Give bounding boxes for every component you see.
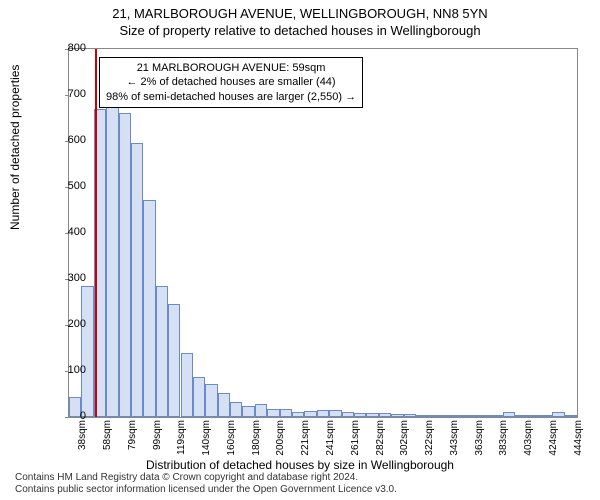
x-tick-label: 444sqm xyxy=(573,420,584,456)
chart-title-sub: Size of property relative to detached ho… xyxy=(0,21,600,38)
x-tick-label: 424sqm xyxy=(548,420,559,456)
y-tick-label: 700 xyxy=(56,88,86,100)
annotation-line: ← 2% of detached houses are smaller (44) xyxy=(106,75,356,89)
histogram-bar xyxy=(515,415,527,417)
histogram-bar xyxy=(131,143,143,417)
histogram-bar xyxy=(527,415,539,417)
histogram-bar xyxy=(465,415,477,417)
footer-line-2: Contains public sector information licen… xyxy=(15,484,397,496)
histogram-bar xyxy=(156,286,168,417)
histogram-bar xyxy=(193,377,205,417)
histogram-bar xyxy=(106,97,118,417)
histogram-bar xyxy=(329,410,341,417)
chart-plot-area: 21 MARLBOROUGH AVENUE: 59sqm← 2% of deta… xyxy=(68,48,578,418)
histogram-bar xyxy=(428,415,440,417)
histogram-bar xyxy=(379,413,391,417)
x-tick-label: 200sqm xyxy=(275,420,286,456)
histogram-bar xyxy=(391,414,403,417)
histogram-bar xyxy=(242,406,254,418)
y-tick-label: 300 xyxy=(56,272,86,284)
y-tick-label: 500 xyxy=(56,180,86,192)
x-tick-label: 282sqm xyxy=(375,420,386,456)
x-tick-label: 363sqm xyxy=(474,420,485,456)
histogram-bar xyxy=(354,413,366,417)
y-axis-label: Number of detached properties xyxy=(8,65,22,230)
x-tick-label: 38sqm xyxy=(77,420,88,450)
histogram-bar xyxy=(490,415,502,417)
chart-title-main: 21, MARLBOROUGH AVENUE, WELLINGBOROUGH, … xyxy=(0,0,600,21)
histogram-bar xyxy=(181,353,193,417)
histogram-bar xyxy=(478,415,490,417)
histogram-bar xyxy=(342,412,354,417)
histogram-bar xyxy=(552,412,564,417)
histogram-bar xyxy=(441,415,453,417)
footer-line-1: Contains HM Land Registry data © Crown c… xyxy=(15,472,397,484)
x-tick-label: 160sqm xyxy=(226,420,237,456)
histogram-bar xyxy=(416,415,428,417)
histogram-bar xyxy=(255,404,267,417)
x-tick-label: 403sqm xyxy=(523,420,534,456)
histogram-bar xyxy=(230,402,242,417)
x-tick-label: 383sqm xyxy=(498,420,509,456)
marker-line xyxy=(95,49,97,417)
histogram-bar xyxy=(453,415,465,417)
y-tick-label: 200 xyxy=(56,318,86,330)
histogram-bar xyxy=(205,384,217,417)
x-tick-label: 99sqm xyxy=(152,420,163,450)
x-tick-label: 322sqm xyxy=(424,420,435,456)
histogram-bar xyxy=(218,393,230,417)
annotation-line: 98% of semi-detached houses are larger (… xyxy=(106,90,356,104)
annotation-box: 21 MARLBOROUGH AVENUE: 59sqm← 2% of deta… xyxy=(99,57,363,108)
histogram-bar xyxy=(540,415,552,417)
y-tick-label: 100 xyxy=(56,364,86,376)
x-tick-label: 140sqm xyxy=(201,420,212,456)
x-tick-label: 79sqm xyxy=(127,420,138,450)
histogram-bar xyxy=(366,413,378,417)
x-tick-label: 180sqm xyxy=(251,420,262,456)
y-tick-label: 600 xyxy=(56,134,86,146)
x-tick-label: 343sqm xyxy=(449,420,460,456)
x-axis-label: Distribution of detached houses by size … xyxy=(0,458,600,472)
histogram-bar xyxy=(292,412,304,417)
x-tick-label: 119sqm xyxy=(176,420,187,455)
histogram-bar xyxy=(304,411,316,417)
histogram-bar xyxy=(119,113,131,417)
histogram-bar xyxy=(280,409,292,417)
y-tick-label: 800 xyxy=(56,42,86,54)
footer-attribution: Contains HM Land Registry data © Crown c… xyxy=(15,472,397,496)
x-tick-label: 221sqm xyxy=(300,420,311,456)
histogram-bar xyxy=(503,412,515,417)
histogram-bar xyxy=(143,200,155,417)
histogram-bar xyxy=(565,415,577,417)
histogram-bar xyxy=(168,304,180,417)
histogram-bar xyxy=(317,410,329,417)
y-tick-label: 400 xyxy=(56,226,86,238)
annotation-line: 21 MARLBOROUGH AVENUE: 59sqm xyxy=(106,61,356,75)
x-tick-label: 241sqm xyxy=(325,420,336,456)
histogram-bar xyxy=(267,409,279,417)
x-tick-label: 302sqm xyxy=(399,420,410,456)
histogram-bar xyxy=(81,286,93,417)
x-tick-label: 261sqm xyxy=(350,420,361,456)
x-tick-label: 58sqm xyxy=(102,420,113,450)
histogram-bar xyxy=(404,414,416,417)
